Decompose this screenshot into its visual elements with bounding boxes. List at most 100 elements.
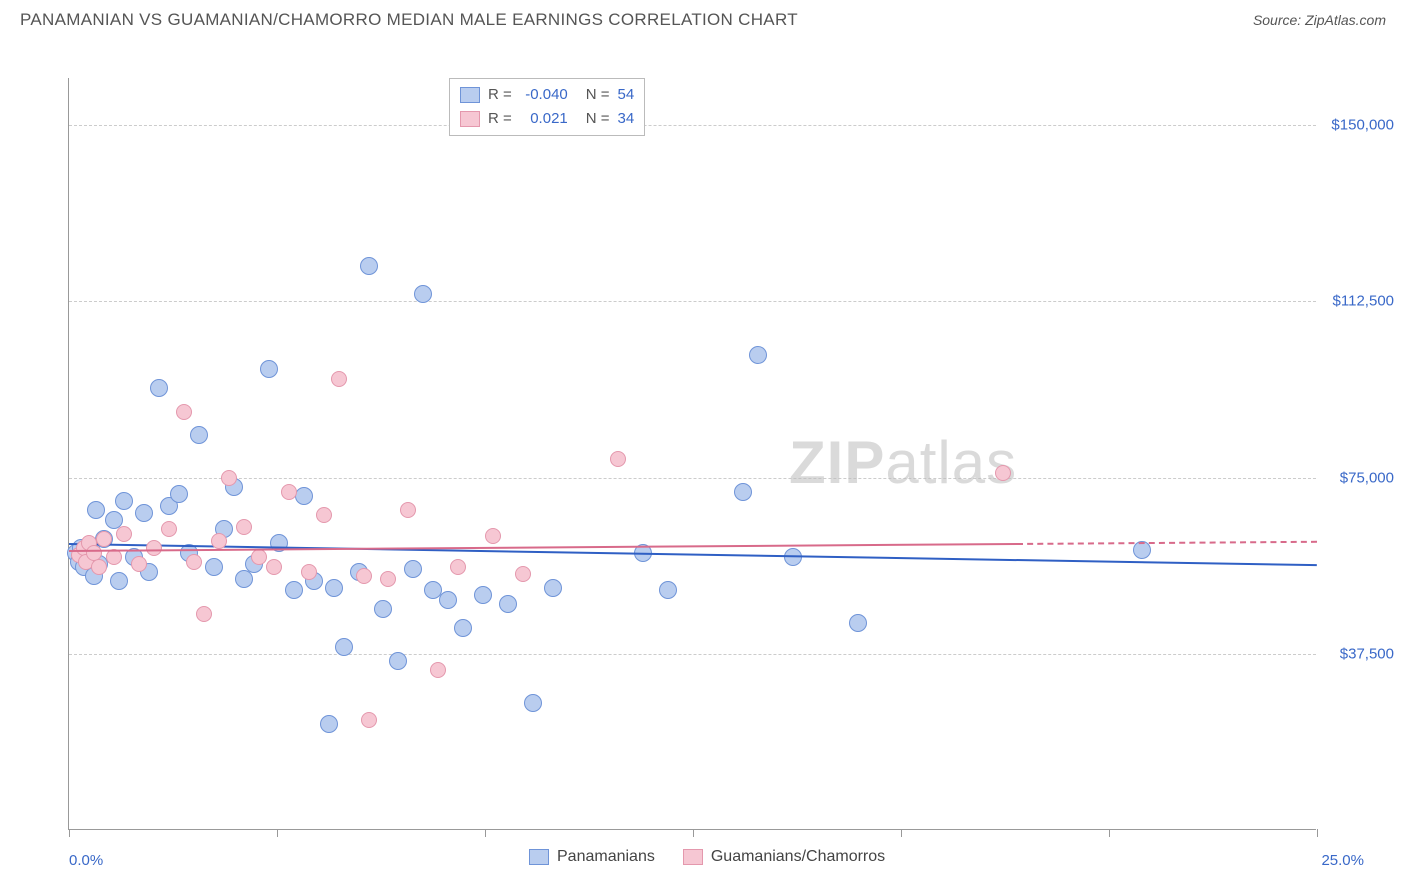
data-point-guamanians	[995, 465, 1011, 481]
source-attribution: Source: ZipAtlas.com	[1253, 12, 1386, 28]
data-point-guamanians	[161, 521, 177, 537]
gridline	[69, 125, 1316, 126]
data-point-guamanians	[236, 519, 252, 535]
data-point-panamanians	[260, 360, 278, 378]
y-tick-label: $37,500	[1324, 645, 1394, 662]
data-point-guamanians	[316, 507, 332, 523]
data-point-panamanians	[115, 492, 133, 510]
data-point-guamanians	[400, 502, 416, 518]
x-axis-start-label: 0.0%	[69, 852, 103, 869]
legend-item-guamanians: Guamanians/Chamorros	[683, 848, 885, 866]
data-point-guamanians	[301, 564, 317, 580]
data-point-guamanians	[196, 606, 212, 622]
stats-row-panamanians: R = -0.040 N = 54	[460, 83, 634, 107]
stats-r-label: R =	[488, 83, 512, 107]
stats-n-label: N =	[586, 107, 610, 131]
data-point-guamanians	[485, 528, 501, 544]
data-point-guamanians	[91, 559, 107, 575]
data-point-guamanians	[186, 554, 202, 570]
y-tick-label: $75,000	[1324, 469, 1394, 486]
stats-n-value: 34	[618, 107, 635, 131]
gridline	[69, 301, 1316, 302]
stats-n-label: N =	[586, 83, 610, 107]
legend-swatch-guamanians	[683, 849, 703, 865]
stats-n-value: 54	[618, 83, 635, 107]
data-point-guamanians	[380, 571, 396, 587]
correlation-stats-box: R = -0.040 N = 54 R = 0.021 N = 34	[449, 78, 645, 136]
data-point-panamanians	[734, 483, 752, 501]
stats-r-value: 0.021	[520, 107, 568, 131]
data-point-panamanians	[749, 346, 767, 364]
data-point-panamanians	[454, 619, 472, 637]
data-point-guamanians	[96, 531, 112, 547]
data-point-panamanians	[374, 600, 392, 618]
data-point-panamanians	[285, 581, 303, 599]
data-point-panamanians	[110, 572, 128, 590]
trend-line-dashed	[1017, 541, 1317, 545]
data-point-panamanians	[205, 558, 223, 576]
data-point-panamanians	[320, 715, 338, 733]
data-point-guamanians	[266, 559, 282, 575]
data-point-panamanians	[524, 694, 542, 712]
data-point-panamanians	[295, 487, 313, 505]
x-tick	[1317, 829, 1318, 837]
gridline	[69, 478, 1316, 479]
data-point-panamanians	[414, 285, 432, 303]
data-point-panamanians	[335, 638, 353, 656]
data-point-guamanians	[221, 470, 237, 486]
data-point-panamanians	[87, 501, 105, 519]
x-tick	[277, 829, 278, 837]
swatch-panamanians	[460, 87, 480, 103]
stats-row-guamanians: R = 0.021 N = 34	[460, 107, 634, 131]
legend: Panamanians Guamanians/Chamorros	[529, 848, 885, 866]
data-point-guamanians	[331, 371, 347, 387]
plot-area: $37,500$75,000$112,500$150,0000.0%25.0%Z…	[68, 78, 1316, 830]
data-point-guamanians	[515, 566, 531, 582]
data-point-panamanians	[784, 548, 802, 566]
data-point-panamanians	[170, 485, 188, 503]
chart-title: PANAMANIAN VS GUAMANIAN/CHAMORRO MEDIAN …	[20, 10, 798, 30]
legend-label: Panamanians	[557, 848, 655, 866]
data-point-panamanians	[849, 614, 867, 632]
data-point-guamanians	[251, 549, 267, 565]
data-point-panamanians	[190, 426, 208, 444]
data-point-guamanians	[131, 556, 147, 572]
x-tick	[693, 829, 694, 837]
data-point-guamanians	[211, 533, 227, 549]
x-tick	[485, 829, 486, 837]
data-point-guamanians	[356, 568, 372, 584]
y-tick-label: $112,500	[1324, 293, 1394, 310]
data-point-panamanians	[135, 504, 153, 522]
legend-label: Guamanians/Chamorros	[711, 848, 885, 866]
legend-swatch-panamanians	[529, 849, 549, 865]
data-point-guamanians	[106, 549, 122, 565]
data-point-panamanians	[360, 257, 378, 275]
data-point-guamanians	[430, 662, 446, 678]
source-prefix: Source:	[1253, 12, 1305, 28]
data-point-guamanians	[450, 559, 466, 575]
data-point-guamanians	[146, 540, 162, 556]
gridline	[69, 654, 1316, 655]
data-point-panamanians	[325, 579, 343, 597]
data-point-guamanians	[281, 484, 297, 500]
data-point-panamanians	[150, 379, 168, 397]
watermark: ZIPatlas	[789, 428, 1017, 497]
data-point-guamanians	[116, 526, 132, 542]
x-tick	[69, 829, 70, 837]
data-point-panamanians	[544, 579, 562, 597]
data-point-panamanians	[499, 595, 517, 613]
data-point-panamanians	[389, 652, 407, 670]
x-axis-end-label: 25.0%	[1321, 852, 1364, 869]
stats-r-value: -0.040	[520, 83, 568, 107]
data-point-guamanians	[176, 404, 192, 420]
data-point-panamanians	[659, 581, 677, 599]
data-point-panamanians	[404, 560, 422, 578]
data-point-panamanians	[439, 591, 457, 609]
source-name: ZipAtlas.com	[1305, 12, 1386, 28]
stats-r-label: R =	[488, 107, 512, 131]
y-tick-label: $150,000	[1324, 117, 1394, 134]
swatch-guamanians	[460, 111, 480, 127]
data-point-guamanians	[361, 712, 377, 728]
x-tick	[901, 829, 902, 837]
data-point-panamanians	[474, 586, 492, 604]
